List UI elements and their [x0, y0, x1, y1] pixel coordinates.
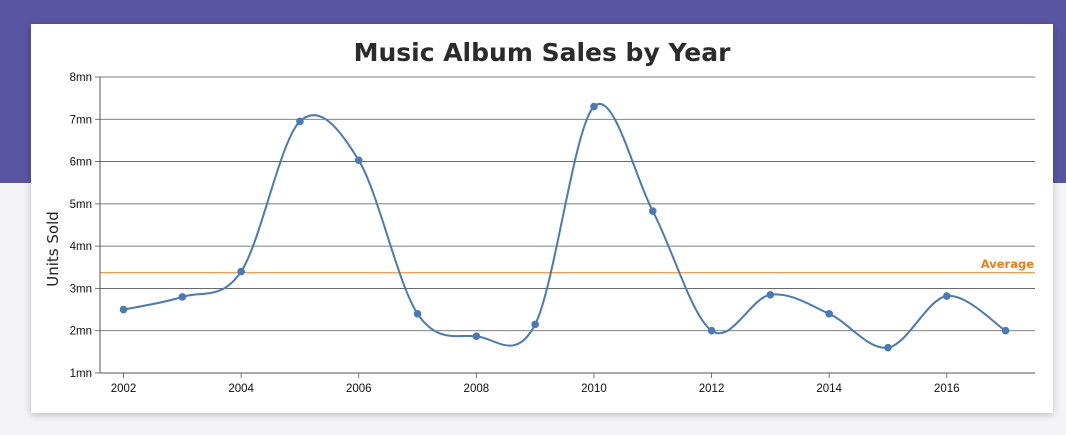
line-chart: Music Album Sales by Year Average 1mn 2mn…: [44, 38, 1035, 395]
y-tick-label: 3mn: [70, 283, 92, 295]
data-point: [237, 267, 245, 276]
chart-card: Music Album Sales by Year Average 1mn 2mn…: [31, 24, 1053, 413]
data-point: [648, 207, 657, 215]
data-point: [119, 305, 128, 314]
data-point: [296, 117, 304, 126]
data-point: [884, 343, 892, 352]
x-tick-label: 2006: [346, 383, 372, 395]
x-tick-label: 2016: [934, 383, 960, 395]
data-point: [766, 290, 775, 299]
y-tick-label: 1mn: [70, 368, 92, 380]
data-point: [590, 102, 598, 111]
data-point: [825, 310, 833, 318]
x-tick-label: 2012: [699, 383, 725, 395]
data-point: [413, 310, 422, 318]
data-point: [531, 320, 539, 329]
y-tick-label: 2mn: [70, 326, 92, 338]
data-point: [942, 292, 951, 300]
series-layer: [119, 102, 1010, 352]
series-line: [123, 103, 1007, 349]
axes: 1mn 2mn 3mn 4mn 5mn 6mn 7mn 8mn 2002 2004 2006 2008…: [70, 72, 1035, 395]
y-axis-title: Units Sold: [44, 211, 62, 287]
data-point: [354, 156, 363, 165]
x-tick-label: 2014: [816, 383, 842, 395]
data-point: [472, 332, 481, 341]
y-tick-label: 4mn: [70, 241, 92, 253]
x-tick-label: 2008: [464, 383, 490, 395]
chart-title: Music Album Sales by Year: [354, 38, 732, 67]
x-tick-label: 2010: [581, 383, 607, 395]
y-tick-label: 6mn: [70, 157, 92, 169]
y-tick-label: 7mn: [70, 114, 92, 126]
x-tick-label: 2002: [111, 383, 137, 395]
average-strip: Average: [100, 257, 1035, 274]
average-label: Average: [981, 257, 1034, 271]
x-tick-label: 2004: [228, 383, 254, 395]
data-point: [707, 326, 716, 335]
y-tick-label: 8mn: [70, 72, 92, 84]
y-tick-label: 5mn: [70, 199, 92, 211]
grid-lines: [100, 76, 1035, 374]
data-point: [1001, 326, 1010, 335]
data-point: [178, 293, 187, 301]
